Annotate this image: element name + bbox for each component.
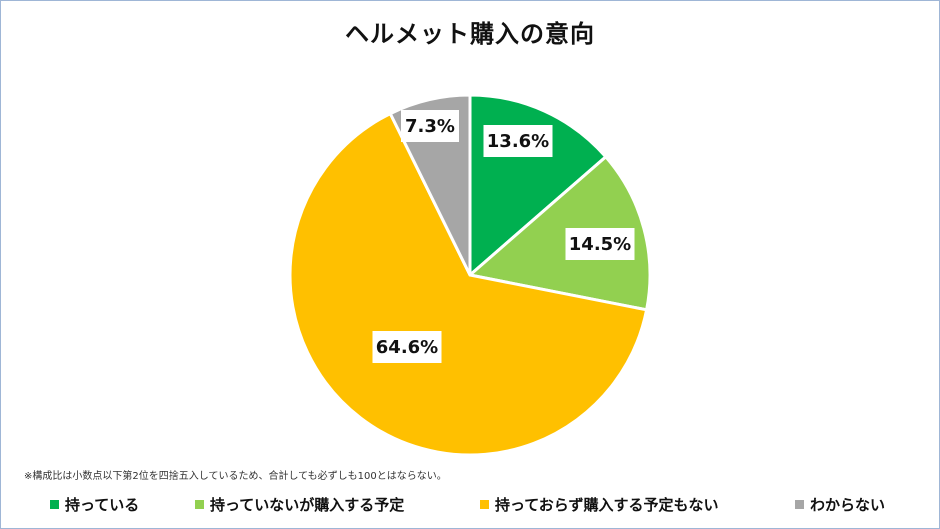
svg-text:7.3%: 7.3% bbox=[405, 116, 455, 137]
legend-swatch bbox=[480, 500, 489, 509]
legend-label: 持っていないが購入する予定 bbox=[210, 496, 405, 514]
legend-item-1: 持っている bbox=[50, 494, 139, 515]
svg-text:64.6%: 64.6% bbox=[376, 337, 438, 358]
data-label-3: 64.6% bbox=[372, 331, 442, 363]
data-label-4: 7.3% bbox=[401, 110, 459, 142]
data-label-2: 14.5% bbox=[565, 228, 635, 260]
data-label-1: 13.6% bbox=[483, 125, 553, 157]
legend-label: 持っている bbox=[65, 496, 140, 514]
chart-title: ヘルメット購入の意向 bbox=[345, 20, 595, 48]
pie-slice-2 bbox=[466, 154, 652, 312]
legend-swatch bbox=[50, 500, 59, 509]
legend-label: わからない bbox=[810, 496, 886, 514]
svg-text:13.6%: 13.6% bbox=[487, 131, 549, 152]
legend-label: 持っておらず購入する予定もない bbox=[495, 496, 719, 514]
legend: 持っている 持っていないが購入する予定 持っておらず購入する予定もない わからない bbox=[0, 494, 940, 518]
legend-swatch bbox=[795, 500, 804, 509]
legend-item-3: 持っておらず購入する予定もない bbox=[480, 494, 719, 515]
svg-text:14.5%: 14.5% bbox=[569, 234, 631, 255]
pie-slice-3 bbox=[288, 111, 649, 457]
legend-item-2: 持っていないが購入する予定 bbox=[195, 494, 404, 515]
footnote: ※構成比は小数点以下第2位を四捨五入しているため、合計しても必ずしも100とはな… bbox=[24, 471, 447, 482]
legend-item-4: わからない bbox=[795, 494, 885, 515]
legend-swatch bbox=[195, 500, 204, 509]
